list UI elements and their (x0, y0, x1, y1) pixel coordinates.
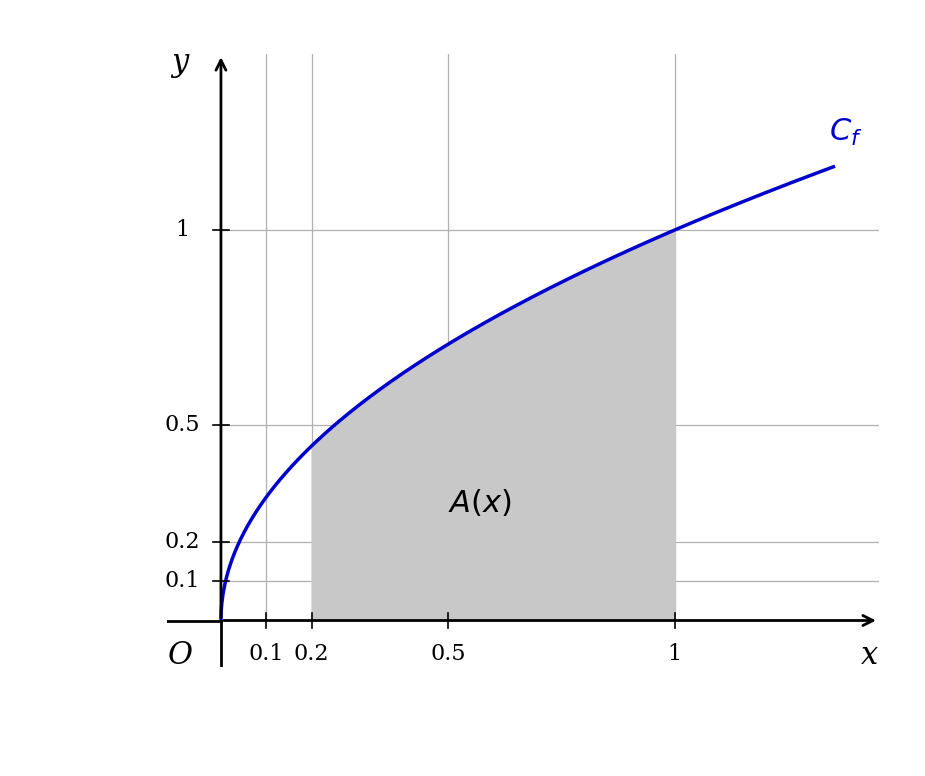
Text: 0.1: 0.1 (249, 643, 284, 665)
Text: $C_f$: $C_f$ (829, 117, 862, 148)
Text: $A(x)$: $A(x)$ (448, 488, 512, 519)
Text: 1: 1 (668, 643, 682, 665)
Text: 0.2: 0.2 (294, 643, 329, 665)
Text: O: O (167, 640, 192, 671)
Text: 0.1: 0.1 (165, 570, 200, 592)
Text: x: x (861, 640, 879, 671)
Text: 0.2: 0.2 (165, 532, 200, 553)
Text: 0.5: 0.5 (165, 414, 200, 436)
Text: y: y (171, 47, 189, 78)
Text: 0.5: 0.5 (430, 643, 465, 665)
Text: 1: 1 (176, 219, 190, 241)
